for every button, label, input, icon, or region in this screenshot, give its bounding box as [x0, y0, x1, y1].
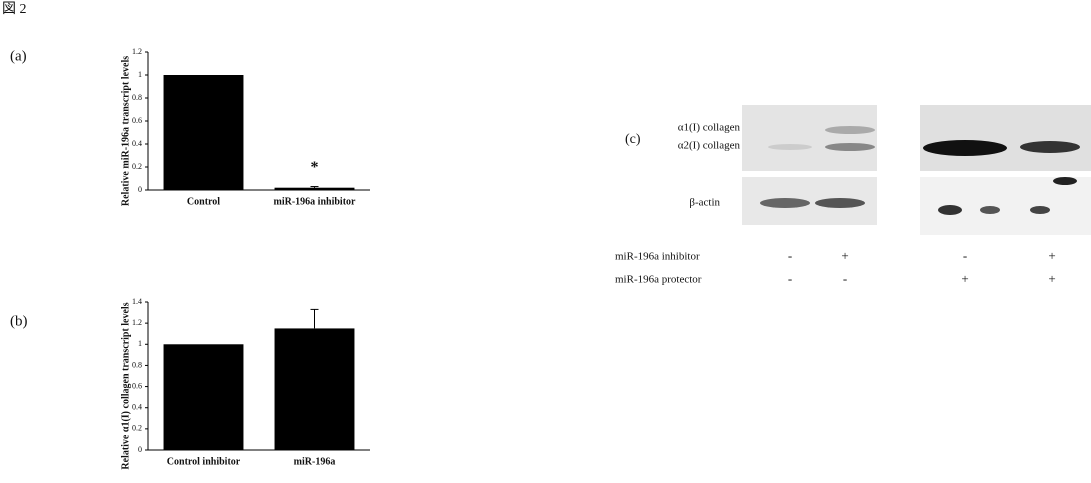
row-label: miR-196a inhibitor — [615, 251, 700, 263]
blot-images — [742, 105, 1091, 235]
x-tick-label: Control — [187, 196, 220, 207]
y-axis-label: Relative α1(I) collagen transcript level… — [120, 302, 131, 469]
y-tick-label: 0.2 — [132, 424, 142, 433]
treatment-sign: - — [788, 271, 792, 286]
y-tick-label: 0.8 — [132, 93, 142, 102]
y-tick-label: 0 — [138, 185, 142, 194]
treatment-sign: - — [843, 271, 847, 286]
figure: 図 2 (a) (b) (c) α1(I) collagen α2(I) col… — [0, 0, 1091, 483]
y-tick-label: 1 — [138, 339, 142, 348]
panel-label: (c) — [625, 132, 641, 147]
x-tick-label: Control inhibitor — [167, 456, 241, 467]
treatment-sign: + — [1048, 248, 1055, 263]
bar — [164, 75, 244, 190]
treatment-sign: + — [841, 248, 848, 263]
panel-label: (a) — [10, 48, 27, 64]
treatment-sign: - — [788, 248, 792, 263]
band-label: β-actin — [689, 197, 720, 209]
y-tick-label: 0.4 — [132, 403, 142, 412]
y-tick-label: 1 — [138, 70, 142, 79]
y-tick-label: 0 — [138, 445, 142, 454]
figure-label: 図 2 — [2, 2, 27, 17]
treatment-sign: + — [1048, 271, 1055, 286]
y-tick-label: 0.2 — [132, 162, 142, 171]
y-tick-label: 0.4 — [132, 139, 142, 148]
bar — [164, 344, 244, 450]
y-tick-label: 1.2 — [132, 318, 142, 327]
y-tick-label: 1.4 — [132, 297, 142, 306]
y-tick-label: 0.8 — [132, 360, 142, 369]
bar — [275, 328, 355, 450]
treatment-sign: - — [963, 248, 967, 263]
band-label: α1(I) collagen — [678, 122, 741, 134]
x-tick-label: miR-196a inhibitor — [274, 196, 357, 207]
panel-label: (b) — [10, 313, 28, 329]
treatment-sign: + — [961, 271, 968, 286]
y-tick-label: 0.6 — [132, 381, 142, 390]
band-label: α2(I) collagen — [678, 140, 741, 152]
row-label: miR-196a protector — [615, 274, 702, 286]
bar — [275, 188, 355, 190]
x-tick-label: miR-196a — [294, 456, 336, 467]
y-tick-label: 1.2 — [132, 47, 142, 56]
annotation: * — [311, 159, 319, 176]
y-axis-label: Relative miR-196a transcript levels — [120, 56, 131, 206]
y-tick-label: 0.6 — [132, 116, 142, 125]
